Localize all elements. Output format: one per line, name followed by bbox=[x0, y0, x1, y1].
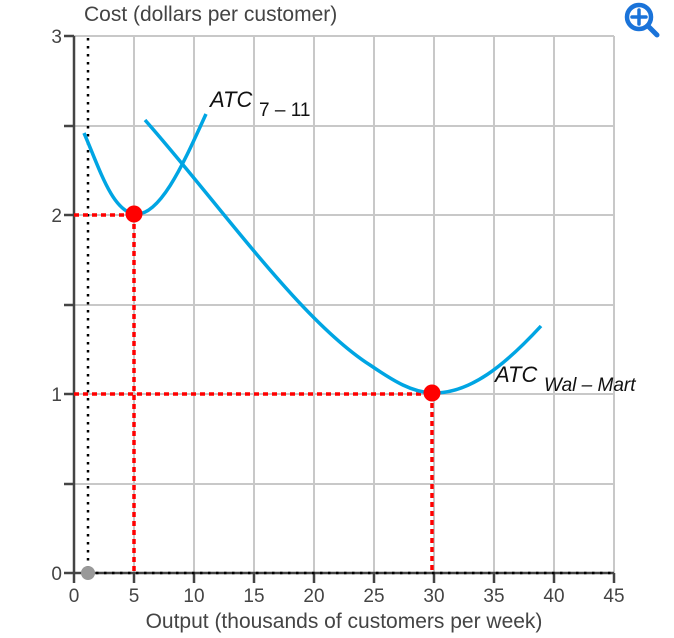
gray-point-guides bbox=[86, 38, 614, 575]
svg-text:1: 1 bbox=[51, 385, 62, 406]
svg-text:ATC: ATC bbox=[493, 362, 537, 387]
atc-walmart-label: ATC Wal – Mart bbox=[493, 362, 636, 396]
svg-text:10: 10 bbox=[183, 586, 204, 607]
svg-text:3: 3 bbox=[51, 27, 62, 48]
svg-text:30: 30 bbox=[423, 586, 444, 607]
grid bbox=[74, 35, 615, 573]
svg-text:0: 0 bbox=[69, 586, 80, 607]
zoom-in-button[interactable] bbox=[622, 0, 664, 42]
svg-text:2: 2 bbox=[51, 206, 62, 227]
svg-text:0: 0 bbox=[51, 564, 62, 585]
svg-text:25: 25 bbox=[363, 586, 384, 607]
zoom-in-icon bbox=[624, 2, 660, 38]
y-tick-labels: 3 2 1 0 bbox=[51, 27, 62, 585]
atc-7-11-curve bbox=[82, 113, 208, 216]
svg-text:15: 15 bbox=[243, 586, 264, 607]
svg-text:20: 20 bbox=[303, 586, 324, 607]
svg-text:Wal – Mart: Wal – Mart bbox=[544, 375, 636, 396]
svg-text:45: 45 bbox=[603, 586, 624, 607]
svg-text:ATC: ATC bbox=[208, 87, 252, 112]
red-guides bbox=[74, 213, 434, 573]
svg-text:5: 5 bbox=[129, 586, 140, 607]
x-tick-labels: 0 5 10 15 20 25 30 35 40 45 bbox=[69, 586, 625, 607]
atc-walmart-curve bbox=[143, 118, 543, 395]
svg-text:7 – 11: 7 – 11 bbox=[259, 100, 310, 121]
axes bbox=[64, 34, 616, 583]
y-axis-title: Cost (dollars per customer) bbox=[84, 3, 337, 26]
x-axis-title: Output (thousands of customers per week) bbox=[146, 610, 543, 633]
svg-text:35: 35 bbox=[483, 586, 504, 607]
atc-7-11-label: ATC 7 – 11 bbox=[208, 87, 310, 121]
gray-point[interactable] bbox=[81, 566, 95, 580]
atc-walmart-min-point[interactable] bbox=[423, 384, 441, 402]
svg-text:40: 40 bbox=[543, 586, 564, 607]
atc-7-11-min-point[interactable] bbox=[125, 205, 143, 223]
